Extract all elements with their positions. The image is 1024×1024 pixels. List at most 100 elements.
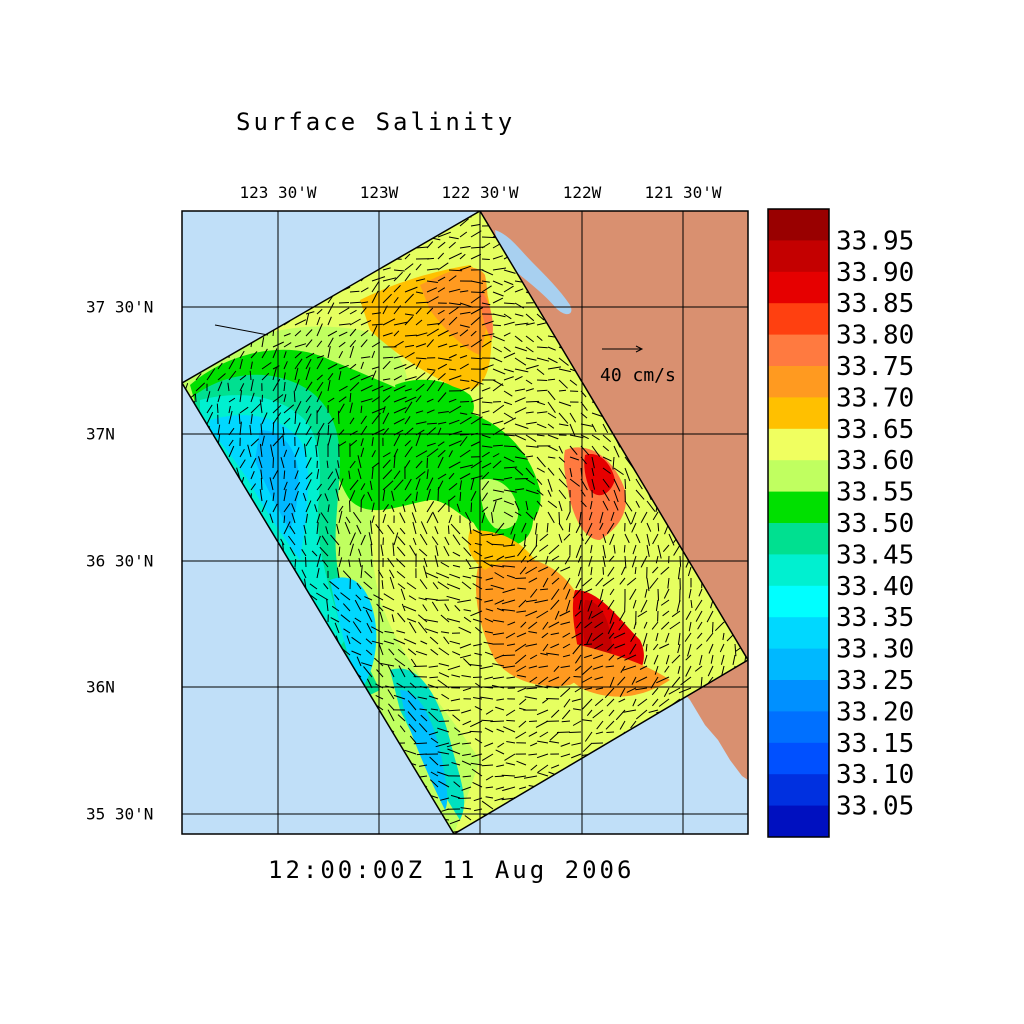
velocity-arrow bbox=[558, 445, 564, 454]
velocity-arrow bbox=[481, 492, 489, 502]
velocity-arrow bbox=[619, 577, 626, 585]
velocity-arrow bbox=[415, 432, 422, 447]
velocity-arrow bbox=[485, 786, 494, 789]
velocity-arrow bbox=[404, 388, 412, 392]
velocity-arrow bbox=[305, 413, 312, 425]
velocity-arrow bbox=[457, 599, 472, 603]
velocity-arrow bbox=[505, 762, 516, 766]
velocity-arrow bbox=[382, 386, 392, 392]
velocity-arrow bbox=[530, 588, 538, 598]
velocity-arrow bbox=[272, 348, 278, 359]
velocity-arrow bbox=[624, 500, 633, 512]
velocity-arrow bbox=[370, 543, 373, 557]
velocity-arrow bbox=[294, 343, 307, 348]
velocity-arrow bbox=[459, 491, 462, 502]
velocity-arrow bbox=[454, 605, 461, 612]
velocity-arrow bbox=[584, 731, 593, 742]
velocity-arrow bbox=[337, 410, 340, 425]
velocity-arrow bbox=[503, 477, 513, 480]
velocity-arrow bbox=[495, 786, 505, 790]
velocity-arrow bbox=[696, 643, 703, 650]
velocity-arrow bbox=[561, 720, 571, 723]
velocity-arrow bbox=[417, 614, 428, 623]
velocity-arrow bbox=[676, 599, 681, 612]
velocity-arrow bbox=[560, 621, 571, 625]
velocity-arrow bbox=[635, 478, 643, 490]
velocity-arrow bbox=[646, 500, 656, 512]
velocity-arrow bbox=[606, 698, 615, 707]
velocity-arrow bbox=[415, 357, 427, 360]
velocity-arrow bbox=[595, 731, 604, 735]
velocity-arrow bbox=[216, 403, 219, 414]
velocity-arrow bbox=[503, 302, 515, 305]
velocity-arrow bbox=[269, 477, 274, 491]
velocity-arrow bbox=[437, 382, 445, 392]
velocity-arrow bbox=[602, 456, 612, 462]
colorbar-swatch bbox=[768, 491, 829, 524]
velocity-arrow bbox=[294, 470, 299, 480]
velocity-arrow bbox=[652, 511, 659, 521]
velocity-arrow bbox=[294, 411, 297, 425]
velocity-arrow bbox=[448, 306, 460, 315]
velocity-arrow bbox=[503, 376, 514, 381]
velocity-arrow bbox=[491, 543, 505, 546]
velocity-arrow bbox=[449, 819, 461, 825]
velocity-arrow bbox=[719, 643, 725, 653]
velocity-arrow bbox=[492, 632, 505, 636]
velocity-arrow bbox=[481, 340, 492, 348]
velocity-arrow bbox=[632, 544, 637, 555]
velocity-arrow bbox=[283, 449, 288, 458]
velocity-arrow bbox=[529, 654, 538, 660]
velocity-arrow bbox=[525, 566, 538, 575]
velocity-arrow bbox=[671, 654, 681, 664]
velocity-arrow bbox=[588, 511, 593, 521]
velocity-arrow bbox=[430, 708, 439, 711]
velocity-arrow bbox=[269, 513, 274, 524]
velocity-arrow bbox=[437, 276, 446, 282]
velocity-arrow bbox=[503, 434, 515, 437]
velocity-arrow bbox=[448, 252, 462, 260]
velocity-arrow bbox=[494, 775, 505, 778]
velocity-arrow bbox=[547, 412, 557, 419]
velocity-arrow bbox=[393, 532, 399, 546]
velocity-arrow bbox=[283, 394, 287, 403]
velocity-arrow bbox=[694, 599, 703, 611]
velocity-arrow bbox=[403, 605, 417, 612]
velocity-arrow bbox=[492, 444, 503, 447]
velocity-arrow bbox=[607, 643, 615, 652]
velocity-arrow bbox=[261, 500, 268, 513]
velocity-arrow bbox=[338, 323, 351, 326]
velocity-arrow bbox=[423, 565, 428, 579]
velocity-arrow bbox=[346, 635, 351, 645]
velocity-arrow bbox=[383, 640, 395, 645]
velocity-arrow bbox=[525, 467, 535, 478]
velocity-arrow bbox=[545, 555, 549, 565]
velocity-arrow bbox=[309, 583, 318, 590]
velocity-arrow bbox=[338, 331, 348, 337]
velocity-arrow bbox=[514, 467, 524, 476]
velocity-arrow bbox=[680, 676, 692, 686]
velocity-arrow bbox=[537, 772, 549, 777]
velocity-arrow bbox=[502, 654, 516, 657]
lat-tick-label-5: 35 30'N bbox=[86, 804, 154, 824]
velocity-arrow bbox=[409, 545, 417, 557]
velocity-arrow bbox=[206, 411, 214, 425]
velocity-arrow bbox=[404, 351, 415, 359]
velocity-arrow bbox=[602, 489, 610, 502]
velocity-arrow bbox=[294, 351, 302, 359]
velocity-arrow bbox=[481, 445, 493, 448]
velocity-arrow bbox=[327, 397, 335, 403]
velocity-arrow bbox=[677, 643, 681, 654]
velocity-arrow bbox=[447, 665, 461, 671]
velocity-arrow bbox=[496, 728, 505, 733]
velocity-arrow bbox=[516, 632, 527, 638]
velocity-arrow bbox=[525, 364, 539, 370]
velocity-arrow bbox=[536, 401, 546, 406]
velocity-arrow bbox=[474, 705, 483, 711]
velocity-arrow bbox=[206, 404, 213, 414]
velocity-arrow bbox=[305, 405, 311, 414]
velocity-arrow bbox=[472, 676, 483, 678]
velocity-arrow bbox=[572, 588, 582, 599]
velocity-arrow bbox=[587, 599, 593, 612]
velocity-arrow bbox=[514, 357, 527, 366]
